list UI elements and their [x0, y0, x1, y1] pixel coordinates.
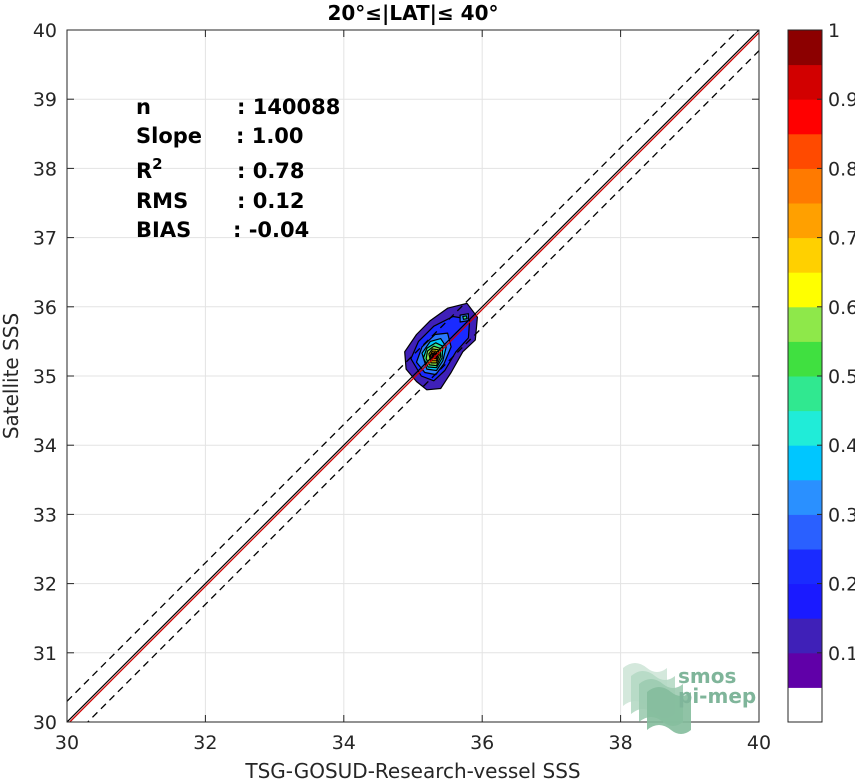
colorbar-segment: [788, 445, 822, 481]
stat-value: : 0.12: [237, 189, 305, 213]
stat-label: n: [136, 95, 151, 119]
y-tick-label: 35: [33, 366, 57, 388]
y-tick-label: 36: [33, 297, 57, 319]
colorbar-segment: [788, 168, 822, 204]
colorbar-segment: [788, 687, 822, 723]
colorbar-segment: [788, 133, 822, 169]
fit-line: [68, 32, 759, 722]
chart-title: 20°≤|LAT|≤ 40°: [327, 1, 498, 25]
stat-value: : 140088: [237, 95, 340, 119]
colorbar-segment: [788, 341, 822, 377]
colorbar-tick-label: 0.8: [828, 158, 855, 180]
colorbar-segment: [788, 549, 822, 585]
colorbar-segment: [788, 410, 822, 446]
x-axis-label: TSG-GOSUD-Research-vessel SSS: [244, 759, 580, 783]
axis-ticks: 30 32 34 36 38 40 30 31 32 33 34 35 36 37 38 39 40: [33, 20, 771, 754]
logo-waves-icon: [623, 663, 691, 734]
colorbar-segment: [788, 237, 822, 273]
colorbar-segment: [788, 376, 822, 412]
stat-superscript: 2: [152, 155, 162, 173]
colorbar-segment: [788, 272, 822, 308]
x-tick-label: 40: [747, 732, 771, 754]
colorbar-tick-label: 0.9: [828, 89, 855, 111]
colorbar-segment: [788, 30, 822, 66]
colorbar-tick-label: 0.4: [828, 435, 855, 457]
colorbar-tick-label: 0.3: [828, 504, 855, 526]
grid: [66, 29, 760, 723]
logo-text-smos: smos: [678, 664, 736, 688]
y-tick-label: 37: [33, 228, 57, 250]
colorbar-tick-label: 0.1: [828, 643, 855, 665]
logo-text-pimep: pi-mep: [678, 684, 756, 708]
y-tick-label: 32: [33, 574, 57, 596]
stat-value: : 1.00: [236, 124, 304, 148]
density-contour: [462, 315, 468, 320]
colorbar-segment: [788, 306, 822, 342]
logo-wave: [647, 687, 691, 734]
x-tick-label: 34: [332, 732, 356, 754]
y-axis-label: Satellite SSS: [0, 313, 23, 439]
colorbar-tick-label: 1: [828, 20, 840, 42]
y-tick-label: 39: [33, 89, 57, 111]
colorbar-tick-label: 0.2: [828, 574, 855, 596]
colorbar-segment: [788, 479, 822, 515]
y-tick-label: 30: [33, 712, 57, 734]
colorbar-tick-label: 0.7: [828, 228, 855, 250]
y-tick-label: 40: [33, 20, 57, 42]
x-tick-label: 36: [470, 732, 494, 754]
x-tick-label: 30: [55, 732, 79, 754]
colorbar: 0.1 0.2 0.3 0.4 0.5 0.6 0.7 0.8 0.9 1: [787, 20, 855, 723]
reference-lines: [67, 30, 759, 722]
stat-label: Slope: [136, 124, 202, 148]
colorbar-tick-label: 0.5: [828, 366, 855, 388]
y-tick-label: 34: [33, 435, 57, 457]
colorbar-segment: [788, 514, 822, 550]
x-tick-label: 32: [193, 732, 217, 754]
colorbar-segment: [788, 64, 822, 100]
identity-line: [67, 30, 759, 722]
stat-value: : 0.78: [237, 159, 305, 183]
colorbar-segment: [788, 652, 822, 688]
stat-value: : -0.04: [233, 218, 309, 242]
colorbar-segment: [788, 618, 822, 654]
colorbar-tick-label: 0.6: [828, 297, 855, 319]
smos-pimep-logo: smos pi-mep: [623, 663, 756, 734]
stat-label: RMS: [136, 189, 188, 213]
x-tick-label: 38: [609, 732, 633, 754]
y-tick-label: 31: [33, 643, 57, 665]
colorbar-segment: [788, 583, 822, 619]
y-tick-label: 33: [33, 504, 57, 526]
y-tick-label: 38: [33, 158, 57, 180]
colorbar-segment: [788, 203, 822, 239]
stat-label: BIAS: [136, 218, 191, 242]
colorbar-segment: [788, 99, 822, 135]
